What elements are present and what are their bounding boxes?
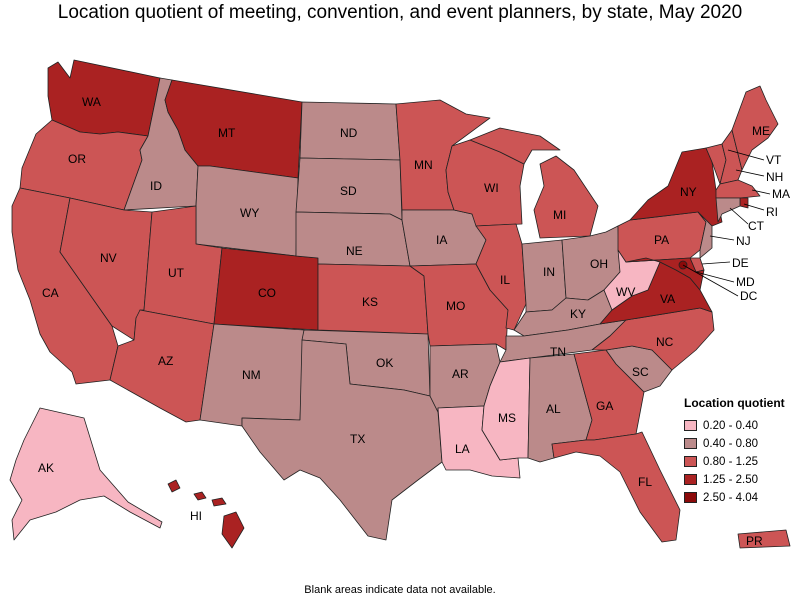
state-labels: WA OR CA ID NV MT WY UT AZ CO NM ND SD N… — [38, 95, 790, 548]
label-nm: NM — [242, 368, 261, 382]
label-nv: NV — [100, 251, 117, 265]
legend-label: 1.25 - 2.50 — [703, 473, 758, 486]
state-pr[interactable] — [737, 529, 791, 549]
label-ct: CT — [748, 219, 765, 233]
label-mn: MN — [414, 158, 433, 172]
state-ri[interactable] — [739, 197, 749, 209]
label-md: MD — [736, 275, 755, 289]
legend-item: 0.20 - 0.40 — [684, 418, 796, 433]
state-ak[interactable] — [9, 407, 163, 541]
label-mo: MO — [446, 299, 465, 313]
label-wy: WY — [240, 206, 259, 220]
legend-swatch — [684, 456, 697, 467]
legend: Location quotient 0.20 - 0.40 0.40 - 0.8… — [684, 396, 796, 508]
state-tx[interactable] — [241, 339, 443, 541]
label-ia: IA — [436, 233, 447, 247]
legend-label: 2.50 - 4.04 — [703, 491, 758, 504]
state-mt[interactable] — [164, 79, 303, 179]
label-tx: TX — [350, 432, 365, 446]
state-il[interactable] — [475, 223, 527, 331]
label-al: AL — [546, 402, 561, 416]
label-oh: OH — [590, 257, 608, 271]
label-ak: AK — [38, 461, 54, 475]
legend-item: 2.50 - 4.04 — [684, 490, 796, 505]
legend-label: 0.20 - 0.40 — [703, 419, 758, 432]
label-sd: SD — [340, 184, 357, 198]
state-ct[interactable] — [715, 197, 741, 223]
state-nc[interactable] — [591, 307, 715, 371]
label-il: IL — [500, 273, 510, 287]
label-vt: VT — [766, 153, 782, 167]
legend-swatch — [684, 438, 697, 449]
label-nd: ND — [340, 126, 358, 140]
label-ny: NY — [680, 185, 697, 199]
label-fl: FL — [638, 475, 652, 489]
state-ny[interactable] — [629, 147, 723, 227]
legend-item: 0.80 - 1.25 — [684, 454, 796, 469]
legend-swatch — [684, 492, 697, 503]
label-ma: MA — [772, 187, 790, 201]
state-me[interactable] — [731, 85, 779, 171]
legend-title: Location quotient — [684, 396, 785, 410]
label-wv: WV — [616, 285, 635, 299]
map-title: Location quotient of meeting, convention… — [57, 2, 743, 23]
label-sc: SC — [632, 365, 649, 379]
label-pr: PR — [746, 534, 763, 548]
label-ks: KS — [362, 295, 378, 309]
label-la: LA — [455, 442, 470, 456]
label-in: IN — [543, 265, 555, 279]
label-id: ID — [150, 179, 162, 193]
label-ms: MS — [498, 411, 516, 425]
label-ok: OK — [376, 356, 393, 370]
label-ar: AR — [452, 367, 469, 381]
legend-label: 0.80 - 1.25 — [703, 455, 758, 468]
label-hi: HI — [190, 509, 202, 523]
label-dc: DC — [740, 289, 758, 303]
label-ga: GA — [596, 399, 613, 413]
state-mi[interactable] — [469, 127, 599, 239]
label-wi: WI — [484, 181, 499, 195]
label-co: CO — [258, 286, 276, 300]
legend-swatch — [684, 474, 697, 485]
label-az: AZ — [158, 354, 173, 368]
legend-item: 1.25 - 2.50 — [684, 472, 796, 487]
label-me: ME — [752, 124, 770, 138]
label-ne: NE — [346, 244, 363, 258]
legend-swatch — [684, 420, 697, 431]
label-tn: TN — [550, 345, 566, 359]
state-hi[interactable] — [167, 479, 245, 549]
legend-item: 0.40 - 0.80 — [684, 436, 796, 451]
label-nc: NC — [656, 335, 674, 349]
label-ut: UT — [168, 266, 185, 280]
leader-lines — [682, 149, 771, 297]
label-pa: PA — [654, 233, 669, 247]
label-nj: NJ — [736, 234, 751, 248]
label-or: OR — [68, 152, 86, 166]
label-ca: CA — [42, 286, 59, 300]
label-nh: NH — [766, 170, 783, 184]
state-fl[interactable] — [551, 431, 681, 543]
state-wa[interactable] — [47, 59, 161, 137]
label-va: VA — [660, 292, 675, 306]
label-wa: WA — [82, 95, 101, 109]
footnote: Blank areas indicate data not available. — [304, 584, 496, 596]
state-ms[interactable] — [481, 357, 531, 461]
label-mi: MI — [553, 208, 566, 222]
legend-label: 0.40 - 0.80 — [703, 437, 758, 450]
label-ky: KY — [570, 307, 586, 321]
label-mt: MT — [218, 126, 236, 140]
label-de: DE — [732, 256, 749, 270]
label-ri: RI — [766, 205, 778, 219]
